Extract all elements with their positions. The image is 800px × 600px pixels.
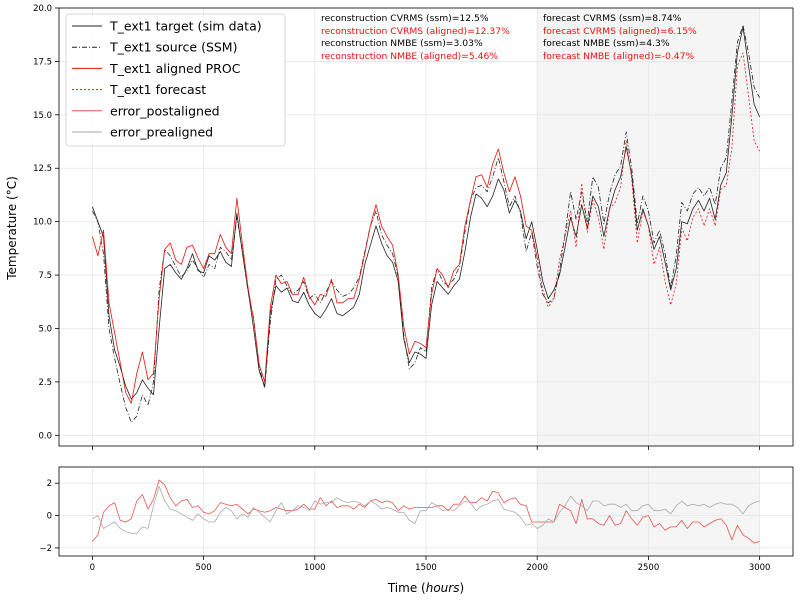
x-axis-label-suffix: )	[459, 581, 464, 595]
forecast-cvrms-ssm: forecast CVRMS (ssm)=8.74%	[543, 13, 682, 24]
y-tick-label: −2	[39, 544, 52, 554]
forecast-nmbe-ssm: forecast NMBE (ssm)=4.3%	[543, 38, 670, 49]
error-panel: −2 0 2 0 500 1000 1500 2000 2500 3000	[39, 466, 794, 573]
y-tick-label: 2.5	[38, 378, 52, 388]
legend-label: T_ext1 source (SSM)	[109, 40, 237, 55]
series-line-t-ext1-source-ssm-	[92, 24, 760, 423]
legend-label: error_prealigned	[110, 125, 213, 140]
x-tick-label: 2000	[526, 563, 548, 573]
legend-label: error_postaligned	[110, 103, 220, 118]
x-axis-label: Time (hours)	[387, 581, 464, 595]
y-tick-label: 0	[47, 512, 52, 522]
series-line-t-ext1-target-sim-data-	[92, 26, 760, 400]
main-x-ticks	[91, 446, 761, 450]
y-tick-label: 7.5	[38, 271, 52, 281]
error-series-group	[92, 479, 760, 544]
main-panel: 0.0 2.5 5.0 7.5 10.0 12.5 15.0 17.5 20.0 Tempera…	[5, 4, 794, 450]
error-x-ticks: 0 500 1000 1500 2000 2500 3000	[90, 556, 771, 573]
y-tick-label: 15.0	[33, 111, 52, 121]
reconstruction-metrics: reconstruction CVRMS (ssm)=12.5% reconst…	[321, 13, 510, 62]
recon-cvrms-ssm: reconstruction CVRMS (ssm)=12.5%	[321, 13, 489, 24]
y-tick-label: 20.0	[33, 4, 52, 14]
series-line-t-ext1-aligned-proc	[92, 148, 538, 404]
x-tick-label: 1000	[304, 563, 326, 573]
recon-nmbe-ssm: reconstruction NMBE (ssm)=3.03%	[321, 38, 483, 49]
legend-label: T_ext1 target (sim data)	[109, 19, 262, 34]
error-grid	[59, 467, 793, 556]
x-tick-label: 2500	[638, 563, 660, 573]
x-tick-label: 3000	[749, 563, 771, 573]
legend-label: T_ext1 aligned PROC	[109, 61, 241, 76]
x-tick-label: 500	[195, 563, 211, 573]
y-tick-label: 12.5	[33, 164, 52, 174]
series-line-error-postaligned	[92, 479, 760, 544]
forecast-cvrms-aligned: forecast CVRMS (aligned)=6.15%	[543, 26, 697, 37]
recon-nmbe-aligned: reconstruction NMBE (aligned)=5.46%	[321, 51, 498, 62]
legend-label: T_ext1 forecast	[109, 82, 206, 97]
x-axis-label-unit: hours	[426, 581, 460, 595]
y-tick-label: 0.0	[38, 431, 52, 441]
y-tick-label: 10.0	[33, 218, 52, 228]
series-line-error-prealigned	[92, 485, 760, 534]
y-tick-label: 2	[47, 479, 52, 489]
forecast-metrics: forecast CVRMS (ssm)=8.74% forecast CVRM…	[543, 13, 697, 62]
main-series-group	[92, 24, 760, 423]
legend: T_ext1 target (sim data) T_ext1 source (S…	[65, 13, 286, 147]
y-tick-label: 17.5	[33, 57, 52, 67]
legend-box	[65, 13, 286, 147]
forecast-nmbe-aligned: forecast NMBE (aligned)=-0.47%	[543, 51, 694, 62]
x-tick-label: 0	[90, 563, 95, 573]
x-axis-label-prefix: Time (	[387, 581, 426, 595]
main-y-ticks: 0.0 2.5 5.0 7.5 10.0 12.5 15.0 17.5 20.0	[33, 4, 59, 441]
y-axis-label: Temperature (°C)	[5, 176, 19, 281]
recon-cvrms-aligned: reconstruction CVRMS (aligned)=12.37%	[321, 26, 510, 37]
y-tick-label: 5.0	[38, 324, 52, 334]
x-tick-label: 1500	[415, 563, 437, 573]
error-y-ticks: −2 0 2	[39, 479, 59, 554]
